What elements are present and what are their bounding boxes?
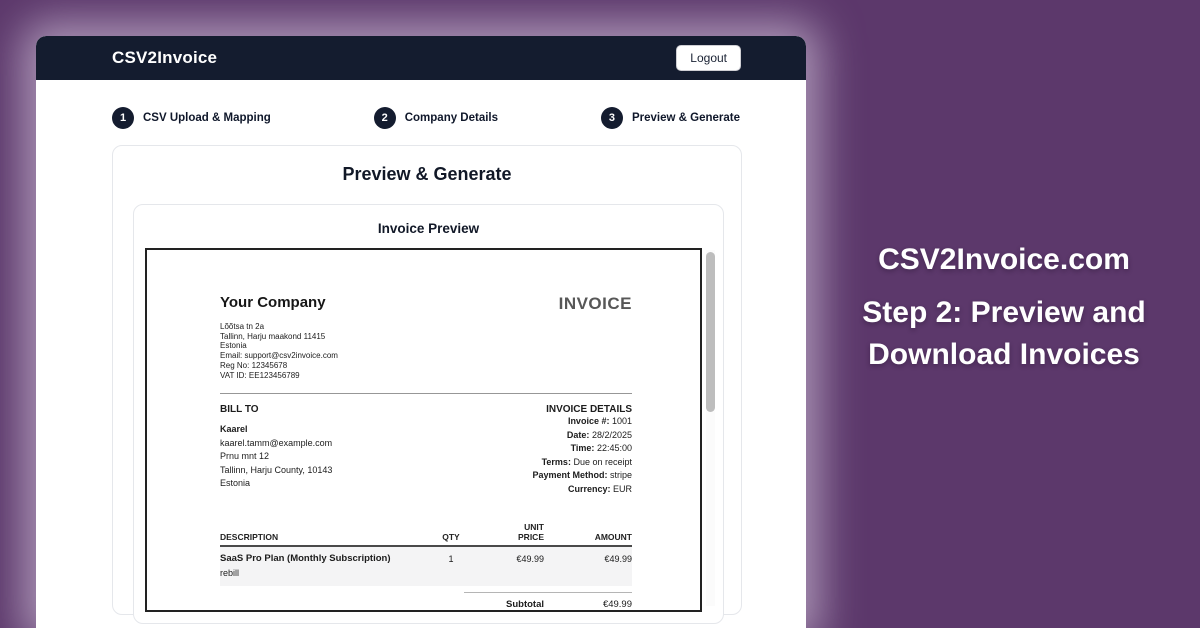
line-items-table: DESCRIPTION QTY UNIT PRICE AMOUNT SaaS P… [220, 522, 632, 610]
address-line: Email: support@csv2invoice.com [220, 351, 338, 361]
cell-amount: €49.99 [604, 554, 632, 565]
step-number-badge: 1 [112, 107, 134, 129]
bill-to-line: Estonia [220, 478, 251, 489]
bill-to-heading: BILL TO [220, 404, 259, 416]
invoice-parties-row: BILL TO Kaarel kaarel.tamm@example.com P… [220, 404, 632, 496]
app-window: CSV2Invoice Logout 1 CSV Upload & Mappin… [36, 36, 806, 628]
marketing-subheading: Step 2: Preview and Download Invoices [862, 296, 1146, 371]
company-address: Lõõtsa tn 2a Tallinn, Harju maakond 1141… [220, 322, 632, 380]
invoice-header-row: Your Company INVOICE [220, 294, 632, 314]
invoice-detail-row: Time: 22:45:00 [570, 443, 632, 454]
header-unit-price: UNIT PRICE [518, 522, 544, 543]
marketing-panel: CSV2Invoice.com Step 2: Preview and Down… [818, 240, 1190, 376]
address-line: Estonia [220, 341, 247, 351]
invoice-preview-card: Invoice Preview Your Company INVOICE Lõõ… [133, 204, 724, 624]
header-qty: QTY [442, 532, 460, 543]
step-label: Company Details [404, 112, 499, 124]
subtotal-label: Subtotal [506, 598, 544, 610]
invoice-document: Your Company INVOICE Lõõtsa tn 2a Tallin… [145, 248, 702, 612]
invoice-detail-row: Date: 28/2/2025 [566, 429, 632, 440]
bill-to-name: Kaarel [220, 424, 248, 435]
invoice-doc-label: INVOICE [558, 294, 632, 313]
logout-button[interactable]: Logout [676, 45, 741, 71]
address-line: VAT ID: EE123456789 [220, 370, 300, 380]
table-header-row: DESCRIPTION QTY UNIT PRICE AMOUNT [220, 522, 632, 548]
invoice-preview-title: Invoice Preview [377, 221, 480, 236]
address-line: Lõõtsa tn 2a [220, 322, 265, 331]
preview-generate-card: Preview & Generate Invoice Preview Your … [112, 145, 742, 624]
page-title: Preview & Generate [342, 164, 512, 184]
subtotal-value: €49.99 [602, 598, 632, 610]
scrollbar-thumb[interactable] [706, 252, 715, 412]
app-title: CSV2Invoice [112, 48, 218, 67]
cell-qty: 1 [448, 554, 454, 565]
invoice-preview-scroll-area[interactable]: Your Company INVOICE Lõõtsa tn 2a Tallin… [145, 248, 720, 612]
marketing-heading: CSV2Invoice.com [878, 243, 1130, 276]
invoice-details-block: INVOICE DETAILS Invoice #: 1001 Date: 28… [532, 404, 632, 496]
bill-to-line: Tallinn, Harju County, 10143 [220, 464, 333, 475]
item-note: rebill [220, 567, 240, 578]
step-number-badge: 3 [600, 107, 623, 129]
invoice-detail-row: Terms: Due on receipt [541, 456, 632, 467]
bill-to-line: Prnu mnt 12 [220, 451, 270, 462]
stepper: 1 CSV Upload & Mapping 2 Company Details… [112, 107, 740, 129]
stepper-step-csv-upload[interactable]: 1 CSV Upload & Mapping [112, 107, 271, 129]
invoice-divider [220, 393, 632, 395]
invoice-details-heading: INVOICE DETAILS [546, 404, 632, 416]
app-header: CSV2Invoice Logout [36, 36, 806, 80]
invoice-detail-row: Currency: EUR [567, 483, 632, 494]
cell-unit-price: €49.99 [516, 554, 544, 565]
address-line: Tallinn, Harju maakond 11415 [220, 331, 326, 341]
bill-to-line: kaarel.tamm@example.com [220, 437, 333, 448]
scrollbar-track[interactable] [706, 250, 715, 606]
company-name: Your Company [220, 294, 326, 311]
address-line: Reg No: 12345678 [220, 360, 288, 370]
invoice-detail-row: Invoice #: 1001 [567, 416, 632, 427]
step-number-badge: 2 [373, 107, 396, 129]
cell-description: SaaS Pro Plan (Monthly Subscription) reb… [220, 553, 422, 578]
bill-to-block: BILL TO Kaarel kaarel.tamm@example.com P… [220, 404, 332, 496]
subtotal-row: Subtotal €49.99 [220, 591, 632, 610]
subtotal-block: Subtotal €49.99 [464, 591, 632, 610]
item-description: SaaS Pro Plan (Monthly Subscription) [220, 553, 391, 565]
table-row: SaaS Pro Plan (Monthly Subscription) reb… [220, 547, 632, 586]
stepper-step-preview-generate[interactable]: 3 Preview & Generate [600, 107, 740, 129]
header-description: DESCRIPTION [220, 532, 279, 543]
step-label: CSV Upload & Mapping [143, 112, 271, 124]
invoice-detail-row: Payment Method: stripe [532, 470, 632, 481]
step-label: Preview & Generate [631, 112, 740, 124]
stepper-step-company-details[interactable]: 2 Company Details [373, 107, 499, 129]
header-amount: AMOUNT [594, 532, 632, 543]
